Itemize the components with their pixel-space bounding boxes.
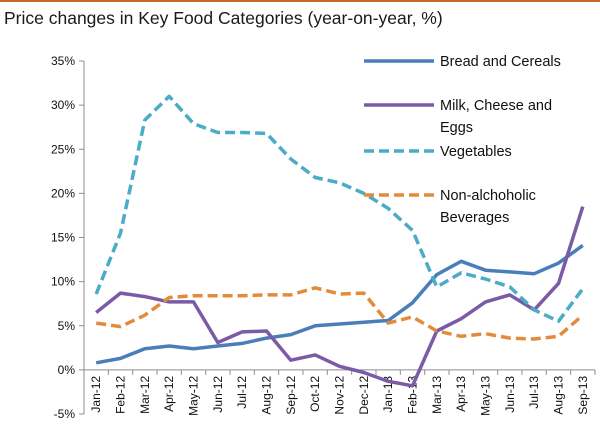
x-tick-label: Sep-12 (284, 376, 298, 415)
x-tick-label: May-12 (187, 376, 201, 416)
x-tick-label: May-13 (479, 376, 493, 416)
series-line-0 (95, 243, 584, 365)
y-tick-label: 35% (51, 54, 75, 68)
x-tick-label: Feb-12 (114, 376, 128, 414)
x-tick-label: Mar-12 (138, 376, 152, 414)
x-tick-label: Aug-12 (260, 376, 274, 415)
y-tick-label: 25% (51, 142, 75, 156)
x-tick-label: Jun-12 (211, 376, 225, 413)
x-tick-label: Dec-12 (357, 376, 371, 415)
x-tick-label: Jan-13 (381, 376, 395, 413)
x-tick-label: Jan-12 (89, 376, 103, 413)
chart-title: Price changes in Key Food Categories (ye… (4, 8, 443, 28)
legend-label: Eggs (440, 120, 473, 136)
x-tick-label: Mar-13 (430, 376, 444, 414)
legend: Bread and Cereals Milk, Cheese and Eggs Veg… (364, 54, 561, 226)
legend-label: Bread and Cereals (440, 54, 561, 70)
series-line-2 (94, 94, 585, 324)
x-tick-label: Nov-12 (333, 376, 347, 415)
x-tick-label: Oct-12 (308, 376, 322, 412)
legend-label: Beverages (440, 210, 509, 226)
y-tick-label: -5% (54, 407, 76, 421)
legend-label: Milk, Cheese and (440, 98, 552, 114)
y-tick-label: 0% (58, 363, 76, 377)
y-tick-label: 20% (51, 186, 75, 200)
x-tick-label: Apr-12 (162, 376, 176, 412)
x-tick-label: Jun-13 (503, 376, 517, 413)
y-tick-label: 5% (58, 319, 76, 333)
series-line-1 (95, 206, 585, 388)
x-tick-label: Apr-13 (454, 376, 468, 412)
axes: -5% 0% 5% 10% 15% 20% 25% 30% 35% Jan-12 Feb-12 Mar… (51, 54, 596, 421)
x-tick-label: Feb-13 (406, 376, 420, 414)
legend-label: Non-alchoholic (440, 188, 536, 204)
x-tick-label: Jul-13 (527, 376, 541, 409)
series-line-3 (95, 286, 584, 341)
series-layer (94, 94, 585, 388)
y-tick-label: 30% (51, 98, 75, 112)
y-tick-label: 10% (51, 275, 75, 289)
y-tick-label: 15% (51, 231, 75, 245)
x-tick-label: Jul-12 (235, 376, 249, 409)
x-tick-label: Aug-13 (552, 376, 566, 415)
legend-label: Vegetables (440, 144, 512, 160)
x-tick-label: Sep-13 (576, 376, 590, 415)
